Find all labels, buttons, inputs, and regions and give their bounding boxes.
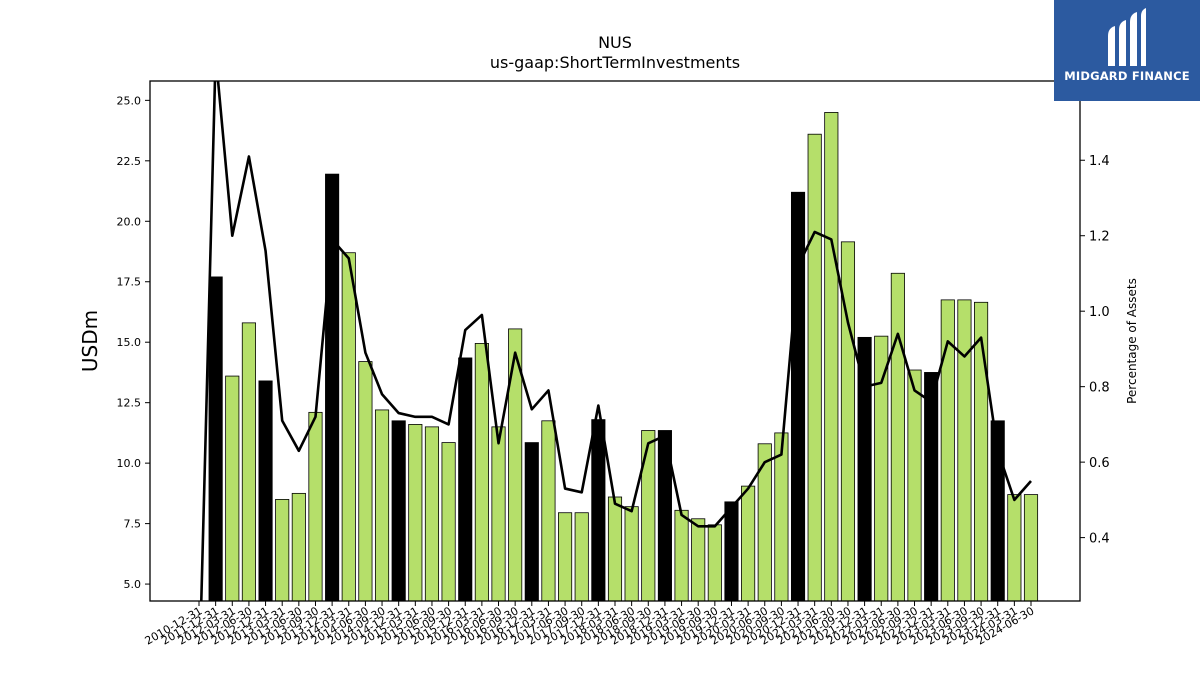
bar [441,442,456,602]
bar [890,272,905,602]
bar [607,496,623,602]
bar [691,518,706,602]
y-tick-label: 12.5 [117,397,142,410]
bar [574,512,589,602]
bar [358,361,373,602]
y-tick-label: 10.0 [117,457,142,470]
bar [874,335,889,602]
bar [558,512,573,602]
bars-layer [208,112,1039,602]
bar [707,524,722,602]
bar [424,426,440,602]
y2-tick-label: 1.2 [1089,230,1110,245]
bar [741,485,756,602]
y-tick-label: 7.5 [124,518,142,531]
bar [974,301,989,602]
bar [208,276,223,602]
bar [857,336,872,602]
bar [624,506,639,602]
bar [391,420,406,602]
bar [275,499,290,602]
bar [1023,494,1039,602]
bar [474,343,489,602]
y-tick-label: 25.0 [117,94,142,107]
bar [541,420,556,602]
bar [807,133,822,602]
bar [907,369,922,602]
bar [325,173,340,602]
chart-title: NUS [598,33,632,52]
bar [341,252,356,602]
logo: MIDGARD FINANCE [1054,0,1200,101]
y2-tick-label: 0.6 [1089,456,1110,471]
y2-tick-label: 1.0 [1089,305,1110,320]
line-layer [199,81,1032,601]
bar [258,380,273,602]
percentage-line [199,81,1032,601]
y-tick-label: 5.0 [124,578,142,591]
logo-text: MIDGARD FINANCE [1064,69,1190,83]
y2-tick-label: 0.4 [1089,532,1110,547]
bar [374,409,390,602]
bar [674,509,689,602]
y2-tick-label: 0.8 [1089,381,1110,396]
bar [641,430,656,602]
bar [458,357,473,602]
chart-subtitle: us-gaap:ShortTermInvestments [490,53,740,72]
bar [241,322,256,602]
y2-axis-label: Percentage of Assets [1125,278,1139,404]
bar [524,442,539,602]
bar [591,419,606,602]
bar [408,424,423,602]
y-tick-label: 20.0 [117,215,142,228]
bar [491,426,506,602]
bar [724,501,739,602]
midgard-logo-icon [1108,8,1146,66]
bar [957,299,972,602]
y-tick-label: 17.5 [117,276,142,289]
bar [291,492,306,602]
bar [824,112,839,602]
bar [308,411,323,602]
y-tick-label: 15.0 [117,336,142,349]
axes-layer: 5.0 7.5 10.0 12.5 15.0 17.5 20.0 22.5 25.0 0.4 0.6… [117,80,1110,648]
bar [1007,494,1022,602]
y-tick-label: 22.5 [117,155,142,168]
y2-tick-label: 1.4 [1089,154,1110,169]
y-axis-label: USDm [78,310,102,372]
bar [225,375,240,602]
bar [924,372,939,602]
